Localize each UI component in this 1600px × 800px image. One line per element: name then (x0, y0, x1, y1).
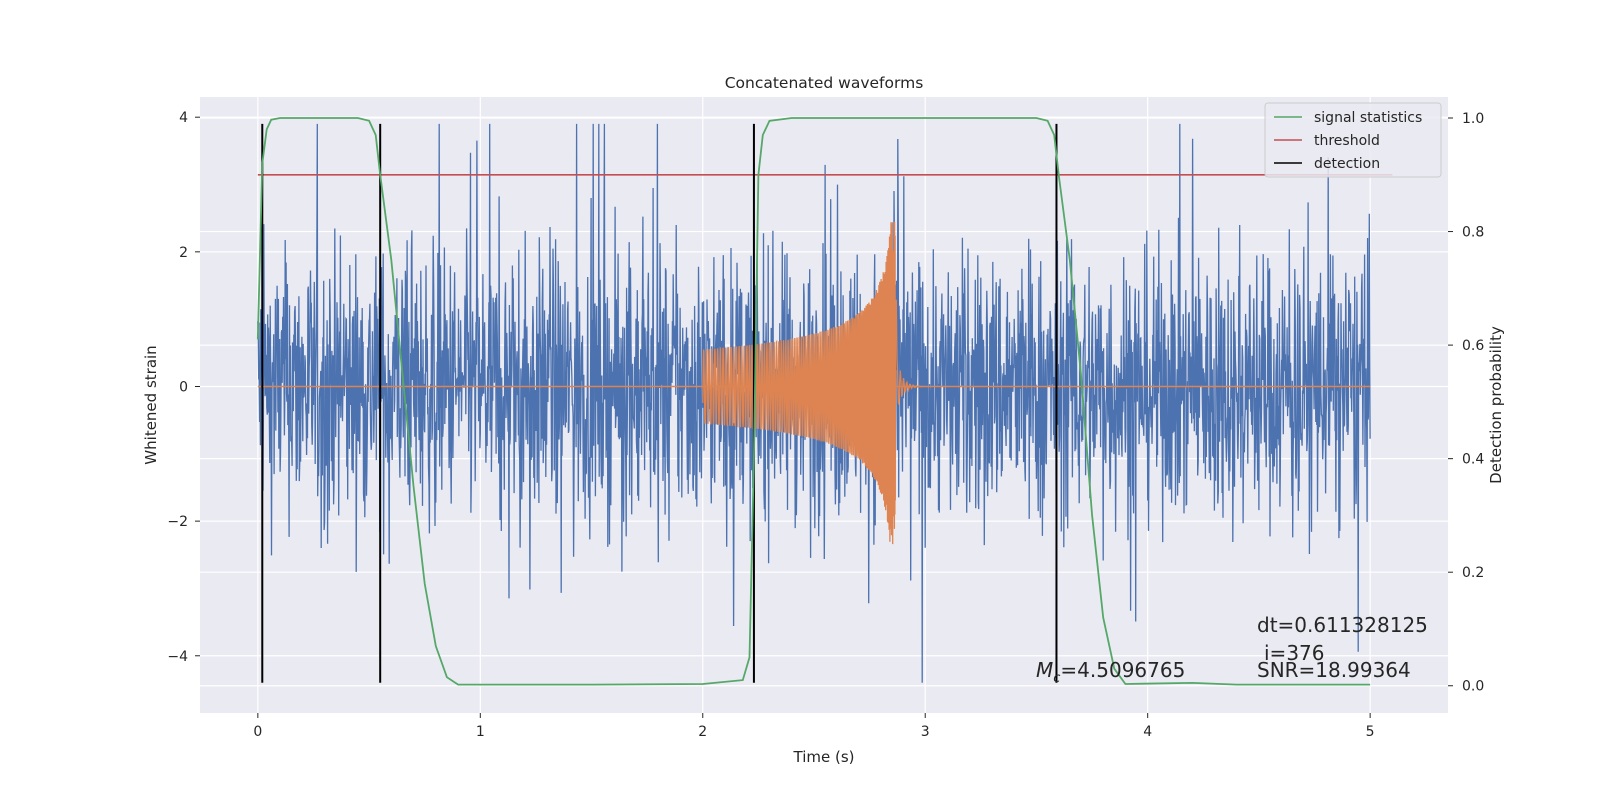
x-axis-label: Time (s) (793, 748, 855, 766)
legend-box (1264, 102, 1442, 178)
y-right-tick-label: 0.8 (1462, 225, 1484, 241)
x-tick-label: 2 (698, 724, 707, 740)
x-tick-label: 3 (921, 724, 930, 740)
mc-subscript: c (1053, 671, 1060, 686)
y-tick-label: 2 (179, 245, 188, 261)
signal-statistics-line (256, 117, 1371, 686)
mc-symbol: M (1036, 658, 1053, 682)
y-right-axis-label: Detection probability (1487, 326, 1505, 484)
x-tick-label: 1 (476, 724, 485, 740)
y-right-tick-label: 0.4 (1462, 452, 1484, 468)
y-right-tick-label: 0.2 (1462, 565, 1484, 581)
axes-ticks: 0 1 2 3 4 5 −4 −2 0 2 4 0.0 0.2 0.4 0.6 0.8 1.0 (167, 110, 1484, 740)
x-tick-label: 0 (253, 724, 262, 740)
y-right-tick-label: 1.0 (1462, 111, 1484, 127)
x-tick-label: 4 (1143, 724, 1152, 740)
y-axis-label: Whitened strain (142, 345, 160, 464)
legend-signal-statistics-label: signal statistics (1314, 110, 1422, 126)
y-right-tick-label: 0.0 (1462, 679, 1484, 695)
x-tick-label: 5 (1366, 724, 1375, 740)
y-tick-label: 0 (179, 379, 188, 395)
template-chirp-line (702, 221, 924, 545)
legend-detection-label: detection (1314, 156, 1380, 172)
legend[interactable]: signal statistics threshold detection (1264, 102, 1442, 178)
legend-threshold-label: threshold (1314, 133, 1380, 149)
annotations: Mc=4.5096765 dt=0.611328125 i=376 SNR=18… (1036, 613, 1428, 686)
y-tick-label: 4 (179, 110, 188, 126)
y-tick-label: −4 (167, 649, 188, 665)
chart-title: Concatenated waveforms (725, 74, 924, 92)
i-annotation: i=376 (1264, 641, 1325, 665)
plot-content (256, 117, 1393, 686)
mc-annotation: Mc=4.5096765 (1036, 658, 1185, 686)
dt-annotation: dt=0.611328125 (1257, 613, 1428, 637)
y-right-tick-label: 0.6 (1462, 338, 1484, 354)
mc-value: =4.5096765 (1060, 658, 1185, 682)
snr-annotation: SNR=18.99364 (1257, 658, 1411, 682)
y-tick-label: −2 (167, 514, 188, 530)
